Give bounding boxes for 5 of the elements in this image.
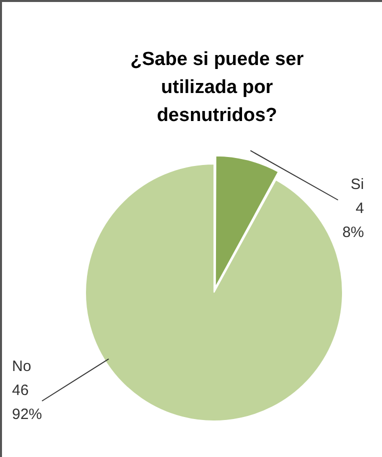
data-label: 4 8% — [342, 200, 364, 242]
slice-label: Si — [350, 176, 364, 194]
chart-title: ¿Sabe si puede ser utilizada por desnutridos? — [129, 48, 305, 128]
slice-label: No — [12, 358, 32, 376]
data-label: 46 92% — [12, 382, 42, 424]
